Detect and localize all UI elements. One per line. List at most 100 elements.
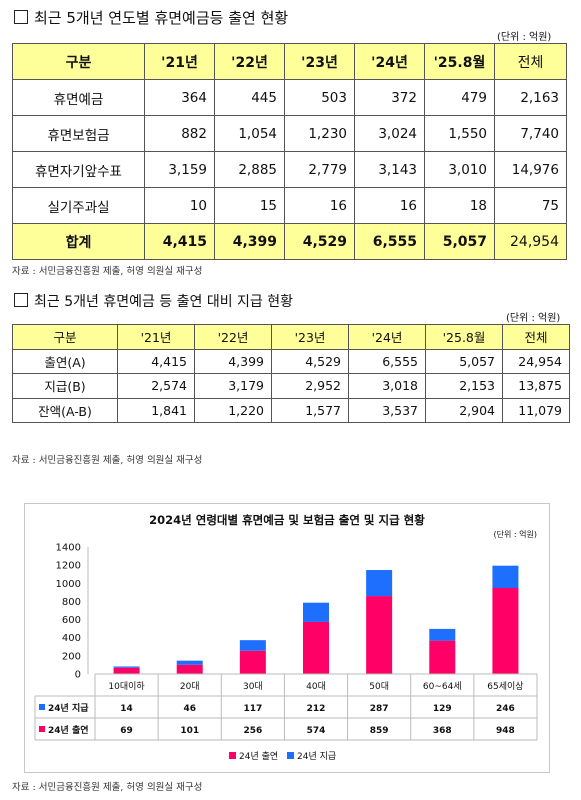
header-cell: '21년 <box>144 43 215 80</box>
header-cell: 전체 <box>502 324 570 350</box>
x-category-label: 20대 <box>180 681 200 692</box>
table-cell: 24,954 <box>494 223 567 260</box>
table-cell: 6,555 <box>348 348 426 374</box>
header-cell: '24년 <box>354 43 425 80</box>
x-category-label: 40대 <box>306 681 326 692</box>
legend-key-payment <box>287 752 294 759</box>
bar-payment <box>429 628 456 641</box>
data-label: 368 <box>433 726 452 736</box>
table-cell: 4,399 <box>194 348 272 374</box>
table-cell: 2,779 <box>284 151 355 188</box>
table-cell: 1,230 <box>284 115 355 152</box>
legend-key-contribution <box>229 752 236 759</box>
table-cell: 5,057 <box>424 223 495 260</box>
bar-payment <box>176 660 203 665</box>
table-cell: 4,529 <box>271 348 349 374</box>
data-label: 948 <box>496 726 515 736</box>
bar-payment <box>113 666 140 668</box>
table-row: 휴면보험금 882 1,054 1,230 3,024 1,550 7,740 <box>12 115 567 152</box>
bar-contribution <box>429 640 456 674</box>
table-cell: 1,577 <box>271 397 349 423</box>
table-cell: 14,976 <box>494 151 567 188</box>
bar-contribution <box>366 596 393 674</box>
row-label: 휴면자기앞수표 <box>12 151 145 188</box>
table-cell: 6,555 <box>354 223 425 260</box>
bar-payment <box>303 602 329 622</box>
table-row: 휴면자기앞수표 3,159 2,885 2,779 3,143 3,010 14… <box>12 151 567 188</box>
y-tick-label: 600 <box>62 615 81 626</box>
section2-title: 최근 5개년 휴면예금 등 출연 대비 지급 현황 <box>14 291 293 311</box>
y-tick-label: 400 <box>62 633 81 644</box>
table-cell: 3,010 <box>424 151 495 188</box>
table-cell: 364 <box>144 79 215 116</box>
table-row: 휴면예금 364 445 503 372 479 2,163 <box>12 79 567 116</box>
table-cell: 75 <box>494 187 567 224</box>
row-label: 실기주과실 <box>12 187 145 224</box>
header-cell: '22년 <box>194 324 272 350</box>
contribution-payment-table: 구분 '21년 '22년 '23년 '24년 '25.8월 전체 출연(A) 4… <box>12 324 570 423</box>
row-label: 잔액(A-B) <box>12 397 118 423</box>
data-label: 69 <box>120 726 133 736</box>
table-cell: 3,024 <box>354 115 425 152</box>
table-cell: 2,904 <box>425 397 503 423</box>
chart-title: 2024년 연령대별 휴면예금 및 보험금 출연 및 지급 현황 <box>149 513 425 527</box>
header-cell: '24년 <box>348 324 426 350</box>
table-cell: 4,529 <box>284 223 355 260</box>
table-cell: 5,057 <box>425 348 503 374</box>
table-row: 지급(B) 2,574 3,179 2,952 3,018 2,153 13,8… <box>12 373 570 399</box>
checkbox-square-icon <box>14 10 28 24</box>
data-label: 46 <box>183 704 196 714</box>
data-label: 101 <box>180 726 199 736</box>
table-cell: 2,153 <box>425 373 503 399</box>
bar-contribution <box>303 621 329 674</box>
y-tick-label: 800 <box>62 597 81 608</box>
table-header-row: 구분 '21년 '22년 '23년 '24년 '25.8월 전체 <box>12 324 570 350</box>
table-cell: 16 <box>284 187 355 224</box>
chart-unit: (단위 : 억원) <box>494 529 537 539</box>
table-row: 출연(A) 4,415 4,399 4,529 6,555 5,057 24,9… <box>12 348 570 374</box>
table-cell: 503 <box>284 79 355 116</box>
row-label: 합계 <box>12 223 145 260</box>
bar-payment <box>239 640 266 651</box>
y-tick-label: 1200 <box>56 561 81 572</box>
bar-payment <box>492 565 519 589</box>
row-label: 지급(B) <box>12 373 118 399</box>
header-cell: '23년 <box>284 43 355 80</box>
table-cell: 4,399 <box>214 223 285 260</box>
bar-contribution <box>113 667 140 674</box>
table-cell: 479 <box>424 79 495 116</box>
bar-contribution <box>239 650 266 674</box>
x-category-label: 65세이상 <box>487 681 523 692</box>
table-row-label: 24년 출연 <box>48 724 89 736</box>
table-cell: 3,179 <box>194 373 272 399</box>
section1-unit: (단위 : 억원) <box>497 32 552 43</box>
table-cell: 11,079 <box>502 397 570 423</box>
table-legend-key <box>39 726 45 732</box>
section1-title: 최근 5개년 연도별 휴면예금등 출연 현황 <box>14 7 288 28</box>
table-cell: 18 <box>424 187 495 224</box>
legend-label: 24년 지급 <box>297 751 336 762</box>
header-cell: 구분 <box>12 43 145 80</box>
bar-contribution <box>492 588 519 674</box>
data-label: 256 <box>243 726 262 736</box>
table-cell: 3,018 <box>348 373 426 399</box>
header-cell: '21년 <box>117 324 195 350</box>
y-tick-label: 1000 <box>56 579 81 590</box>
section2-source: 자료 : 서민금융진흥원 제출, 허영 의원실 재구성 <box>12 455 203 466</box>
data-label: 246 <box>496 704 515 714</box>
table-cell: 3,159 <box>144 151 215 188</box>
total-row: 합계 4,415 4,399 4,529 6,555 5,057 24,954 <box>12 223 567 260</box>
table-cell: 445 <box>214 79 285 116</box>
header-cell: 전체 <box>494 43 567 80</box>
section1-title-text: 최근 5개년 연도별 휴면예금등 출연 현황 <box>34 9 289 27</box>
data-label: 287 <box>370 704 389 714</box>
y-tick-label: 200 <box>62 651 81 662</box>
table-cell: 13,875 <box>502 373 570 399</box>
section2-unit: (단위 : 억원) <box>506 313 561 324</box>
data-label: 574 <box>307 726 326 736</box>
table-row: 실기주과실 10 15 16 16 18 75 <box>12 187 567 224</box>
table-legend-key <box>39 704 45 710</box>
table-cell: 4,415 <box>144 223 215 260</box>
table-cell: 7,740 <box>494 115 567 152</box>
data-label: 859 <box>370 726 389 736</box>
